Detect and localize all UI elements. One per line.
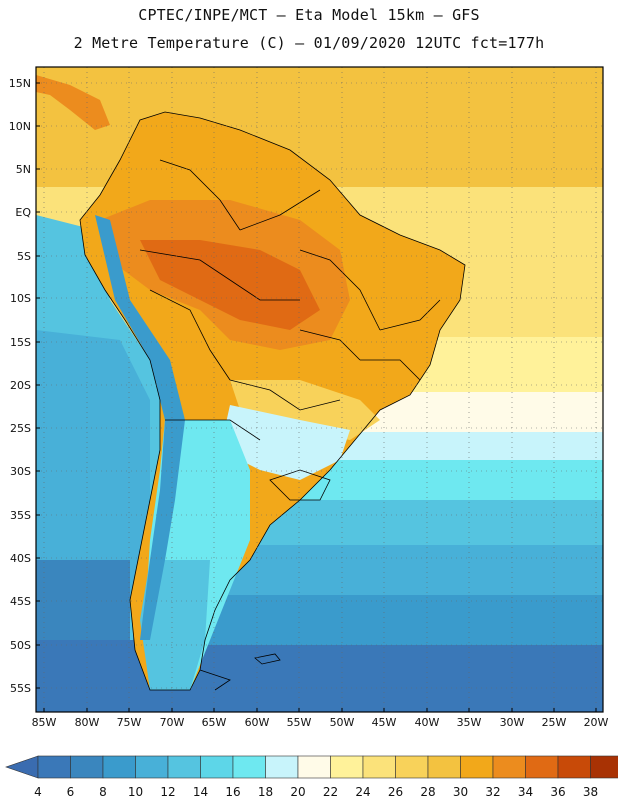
colorbar-segment — [590, 755, 618, 779]
temperature-field — [36, 67, 603, 712]
lon-label: 30W — [500, 716, 525, 729]
lon-label: 35W — [457, 716, 482, 729]
colorbar-segment — [135, 755, 169, 779]
lat-label: 15N — [9, 77, 31, 90]
colorbar-tick-label: 12 — [160, 785, 175, 799]
lat-label: 45S — [10, 595, 31, 608]
lat-label: 15S — [10, 336, 31, 349]
lat-label: 5S — [17, 250, 31, 263]
colorbar-segment — [37, 755, 71, 779]
colorbar-tick-label: 24 — [355, 785, 370, 799]
colorbar-tick-label: 4 — [34, 785, 42, 799]
colorbar-tick-label: 38 — [583, 785, 598, 799]
latitude-labels: 15N 10N 5N EQ 5S 10S 15S 20S 25S 30S 35S 40S 45S 50S 5… — [9, 77, 40, 695]
lat-label: 40S — [10, 552, 31, 565]
lat-label: 10S — [10, 292, 31, 305]
lon-label: 75W — [117, 716, 142, 729]
lon-label: 85W — [32, 716, 57, 729]
lon-label: 45W — [372, 716, 397, 729]
longitude-labels: 85W 80W 75W 70W 65W 60W 55W 50W 45W 40W 35W 30W 25W 2… — [32, 708, 609, 729]
colorbar-tick-label: 30 — [453, 785, 468, 799]
colorbar-tick-label: 14 — [193, 785, 208, 799]
colorbar-segment — [330, 755, 364, 779]
colorbar-segment — [427, 755, 461, 779]
map-subtitle: 2 Metre Temperature (C) – 01/09/2020 12U… — [73, 34, 545, 52]
colorbar-tick-label: 10 — [128, 785, 143, 799]
colorbar-segment — [557, 755, 591, 779]
lat-label: 50S — [10, 639, 31, 652]
colorbar-segment — [232, 755, 266, 779]
colorbar-tick-label: 26 — [388, 785, 403, 799]
colorbar-tick-label: 16 — [225, 785, 240, 799]
colorbar-low-arrow — [5, 755, 39, 779]
lon-label: 80W — [75, 716, 100, 729]
colorbar-segment — [102, 755, 136, 779]
lat-label: 30S — [10, 465, 31, 478]
colorbar-segment — [525, 755, 559, 779]
lat-label: 10N — [9, 120, 31, 133]
colorbar-tick-label: 28 — [420, 785, 435, 799]
colorbar: 4 6 8 10 12 14 16 18 20 22 24 26 28 30 32 34 36 38 — [5, 755, 618, 799]
lon-label: 25W — [542, 716, 567, 729]
colorbar-segment — [297, 755, 331, 779]
lat-label: EQ — [15, 206, 31, 219]
lat-label: 25S — [10, 422, 31, 435]
lon-label: 70W — [160, 716, 185, 729]
colorbar-segment — [395, 755, 429, 779]
country-borders — [79, 111, 466, 691]
colorbar-segment — [492, 755, 526, 779]
lat-label: 55S — [10, 682, 31, 695]
lon-label: 60W — [245, 716, 270, 729]
lon-label: 20W — [584, 716, 609, 729]
colorbar-tick-label: 8 — [99, 785, 107, 799]
lon-label: 65W — [202, 716, 227, 729]
lon-label: 55W — [287, 716, 312, 729]
lat-label: 20S — [10, 379, 31, 392]
colorbar-segment — [167, 755, 201, 779]
colorbar-tick-label: 36 — [550, 785, 565, 799]
lon-label: 50W — [330, 716, 355, 729]
map-frame — [35, 66, 604, 713]
lat-label: 35S — [10, 509, 31, 522]
colorbar-segment — [460, 755, 494, 779]
map-title: CPTEC/INPE/MCT – Eta Model 15km – GFS — [138, 6, 480, 24]
colorbar-tick-label: 20 — [290, 785, 305, 799]
colorbar-segment — [265, 755, 299, 779]
colorbar-tick-label: 22 — [323, 785, 338, 799]
colorbar-segment — [70, 755, 104, 779]
colorbar-segment — [200, 755, 234, 779]
lat-label: 5N — [16, 163, 31, 176]
colorbar-tick-label: 6 — [67, 785, 75, 799]
lon-label: 40W — [415, 716, 440, 729]
colorbar-segment — [362, 755, 396, 779]
colorbar-tick-label: 32 — [485, 785, 500, 799]
colorbar-tick-label: 34 — [518, 785, 533, 799]
colorbar-tick-label: 18 — [258, 785, 273, 799]
